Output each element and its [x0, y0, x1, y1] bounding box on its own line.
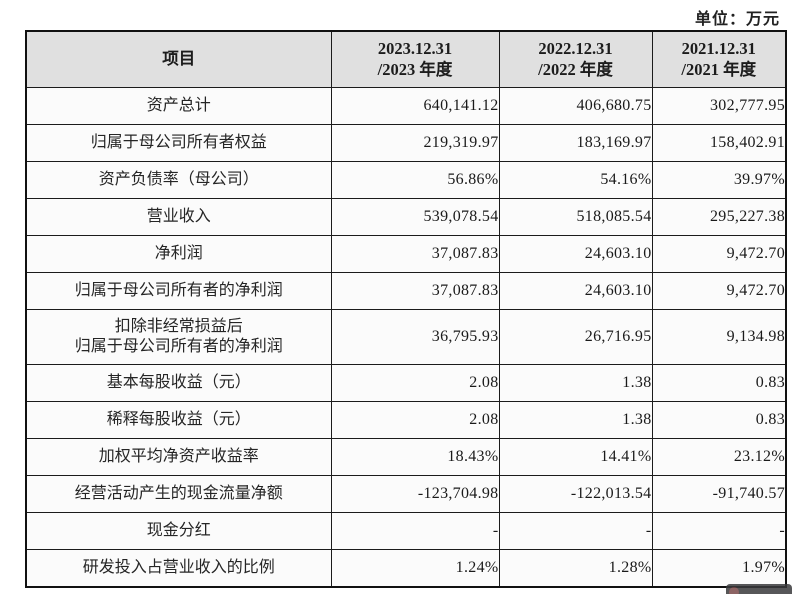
table-header-row: 项目 2023.12.31 /2023 年度 2022.12.31 /2022 …: [25, 30, 787, 88]
row-value: -91,740.57: [651, 475, 787, 513]
table-row: 归属于母公司所有者权益 219,319.97 183,169.97 158,402.9…: [25, 124, 787, 162]
column-header-2022: 2022.12.31 /2022 年度: [498, 30, 653, 88]
row-value: 183,169.97: [498, 124, 653, 162]
row-value: 56.86%: [330, 161, 500, 199]
row-value: 0.83: [651, 401, 787, 439]
table-row: 经营活动产生的现金流量净额 -123,704.98 -122,013.54 -91,7…: [25, 475, 787, 513]
row-value: 26,716.95: [498, 309, 653, 365]
row-value: 219,319.97: [330, 124, 500, 162]
table-row: 资产负债率（母公司） 56.86% 54.16% 39.97%: [25, 161, 787, 199]
row-value: 1.24%: [330, 549, 500, 588]
row-value: 640,141.12: [330, 87, 500, 125]
table-row: 净利润 37,087.83 24,603.10 9,472.70: [25, 235, 787, 273]
row-value: 1.38: [498, 364, 653, 402]
row-value: -122,013.54: [498, 475, 653, 513]
row-value: 2.08: [330, 401, 500, 439]
row-label: 资产负债率（母公司）: [25, 161, 332, 199]
row-value: -: [498, 512, 653, 550]
row-value: 24,603.10: [498, 235, 653, 273]
row-value: 1.38: [498, 401, 653, 439]
row-value: 37,087.83: [330, 272, 500, 310]
table-body: 资产总计 640,141.12 406,680.75 302,777.95 归属于母公司…: [25, 87, 787, 588]
row-value: -: [651, 512, 787, 550]
row-label: 资产总计: [25, 87, 332, 125]
row-value: 9,134.98: [651, 309, 787, 365]
row-value: 1.97%: [651, 549, 787, 588]
table-row: 营业收入 539,078.54 518,085.54 295,227.38: [25, 198, 787, 236]
column-header-2021: 2021.12.31 /2021 年度: [651, 30, 787, 88]
row-label: 基本每股收益（元）: [25, 364, 332, 402]
watermark-logo: [726, 584, 792, 594]
column-header-2023: 2023.12.31 /2023 年度: [330, 30, 500, 88]
row-value: 24,603.10: [498, 272, 653, 310]
row-label: 净利润: [25, 235, 332, 273]
row-value: 9,472.70: [651, 235, 787, 273]
column-header-item: 项目: [25, 30, 332, 88]
table-row: 扣除非经常损益后 归属于母公司所有者的净利润 36,795.93 26,716.95…: [25, 309, 787, 365]
table-row: 研发投入占营业收入的比例 1.24% 1.28% 1.97%: [25, 549, 787, 588]
unit-label: 单位：万元: [694, 11, 780, 28]
row-value: 18.43%: [330, 438, 500, 476]
table-row: 现金分红 - - -: [25, 512, 787, 550]
row-value: -123,704.98: [330, 475, 500, 513]
row-value: 295,227.38: [651, 198, 787, 236]
row-value: 23.12%: [651, 438, 787, 476]
row-value: 518,085.54: [498, 198, 653, 236]
row-value: 14.41%: [498, 438, 653, 476]
row-label: 营业收入: [25, 198, 332, 236]
row-value: 9,472.70: [651, 272, 787, 310]
row-value: 39.97%: [651, 161, 787, 199]
row-value: 406,680.75: [498, 87, 653, 125]
row-label: 稀释每股收益（元）: [25, 401, 332, 439]
financial-summary-table: 项目 2023.12.31 /2023 年度 2022.12.31 /2022 …: [25, 30, 787, 588]
row-label: 归属于母公司所有者权益: [25, 124, 332, 162]
row-value: 302,777.95: [651, 87, 787, 125]
row-label: 归属于母公司所有者的净利润: [25, 272, 332, 310]
row-label: 研发投入占营业收入的比例: [25, 549, 332, 588]
row-label: 经营活动产生的现金流量净额: [25, 475, 332, 513]
row-value: 539,078.54: [330, 198, 500, 236]
row-label: 现金分红: [25, 512, 332, 550]
table-row: 稀释每股收益（元） 2.08 1.38 0.83: [25, 401, 787, 439]
row-value: 54.16%: [498, 161, 653, 199]
table-row: 资产总计 640,141.12 406,680.75 302,777.95: [25, 87, 787, 125]
row-value: 158,402.91: [651, 124, 787, 162]
row-label: 加权平均净资产收益率: [25, 438, 332, 476]
row-value: 37,087.83: [330, 235, 500, 273]
row-value: 1.28%: [498, 549, 653, 588]
row-value: 2.08: [330, 364, 500, 402]
table-row: 归属于母公司所有者的净利润 37,087.83 24,603.10 9,472.70: [25, 272, 787, 310]
row-value: 0.83: [651, 364, 787, 402]
row-value: -: [330, 512, 500, 550]
row-value: 36,795.93: [330, 309, 500, 365]
table-row: 基本每股收益（元） 2.08 1.38 0.83: [25, 364, 787, 402]
row-label: 扣除非经常损益后 归属于母公司所有者的净利润: [25, 309, 332, 365]
table-row: 加权平均净资产收益率 18.43% 14.41% 23.12%: [25, 438, 787, 476]
